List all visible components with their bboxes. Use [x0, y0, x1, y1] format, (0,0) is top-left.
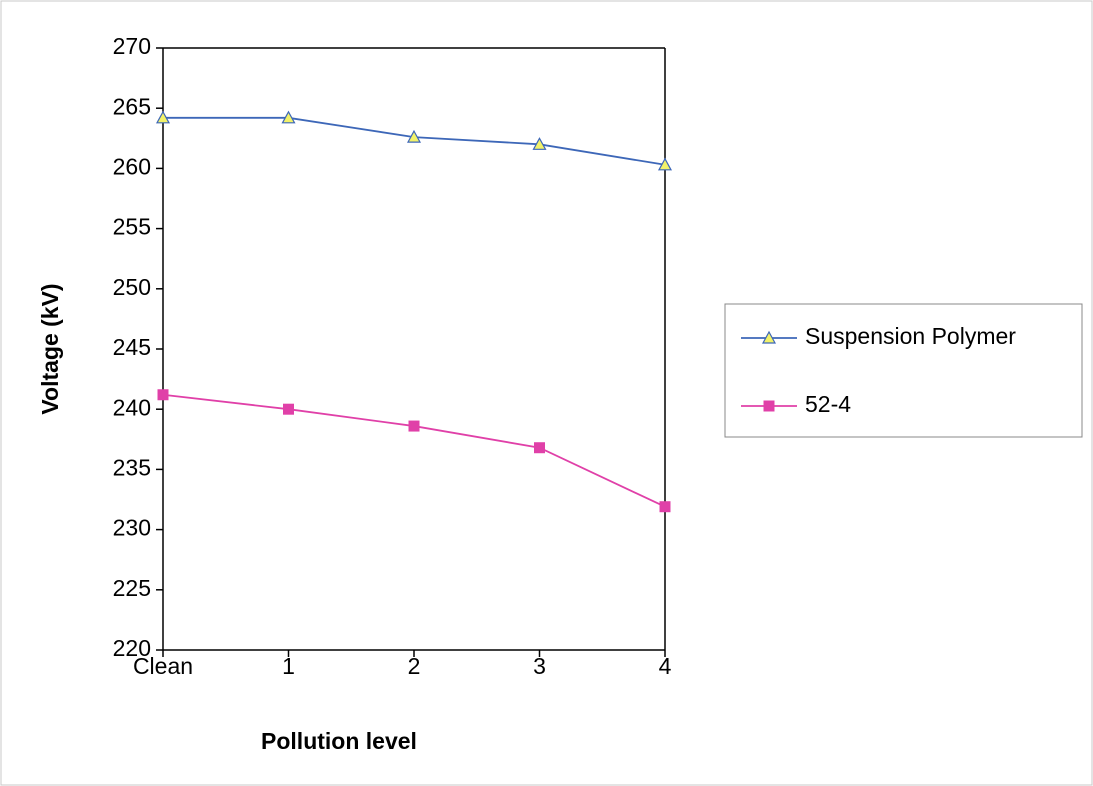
- y-tick-label: 220: [113, 635, 151, 661]
- data-point: [534, 442, 545, 454]
- y-tick-label: 260: [113, 153, 151, 179]
- x-tick-label: 2: [408, 653, 421, 679]
- y-tick-label: 240: [113, 394, 151, 420]
- x-tick-label: 4: [659, 653, 672, 679]
- y-tick-label: 270: [113, 33, 151, 59]
- data-point: [761, 330, 777, 344]
- data-point: [281, 110, 296, 124]
- y-tick-label: 255: [113, 214, 151, 240]
- x-axis-title: Pollution level: [261, 728, 417, 754]
- y-tick-label: 250: [113, 274, 151, 300]
- y-axis-title: Voltage (kV): [37, 283, 63, 414]
- data-point: [408, 420, 420, 432]
- data-point: [157, 389, 169, 401]
- data-point: [283, 403, 294, 415]
- x-tick-label: Clean: [133, 653, 193, 679]
- legend-label: Suspension Polymer: [805, 323, 1016, 349]
- y-tick-label: 245: [113, 334, 151, 360]
- data-point: [406, 129, 422, 143]
- data-point: [532, 137, 547, 150]
- x-tick-label: 1: [282, 653, 295, 679]
- data-point: [763, 400, 775, 412]
- y-tick-label: 235: [113, 454, 151, 480]
- y-tick-label: 265: [113, 93, 151, 119]
- legend-label: 52-4: [805, 391, 851, 417]
- y-tick-label: 225: [113, 575, 151, 601]
- x-tick-label: 3: [533, 653, 546, 679]
- data-point: [155, 110, 171, 124]
- y-tick-label: 230: [113, 515, 151, 541]
- data-point: [659, 501, 671, 513]
- data-point: [657, 157, 673, 171]
- legend-box: [724, 303, 1083, 438]
